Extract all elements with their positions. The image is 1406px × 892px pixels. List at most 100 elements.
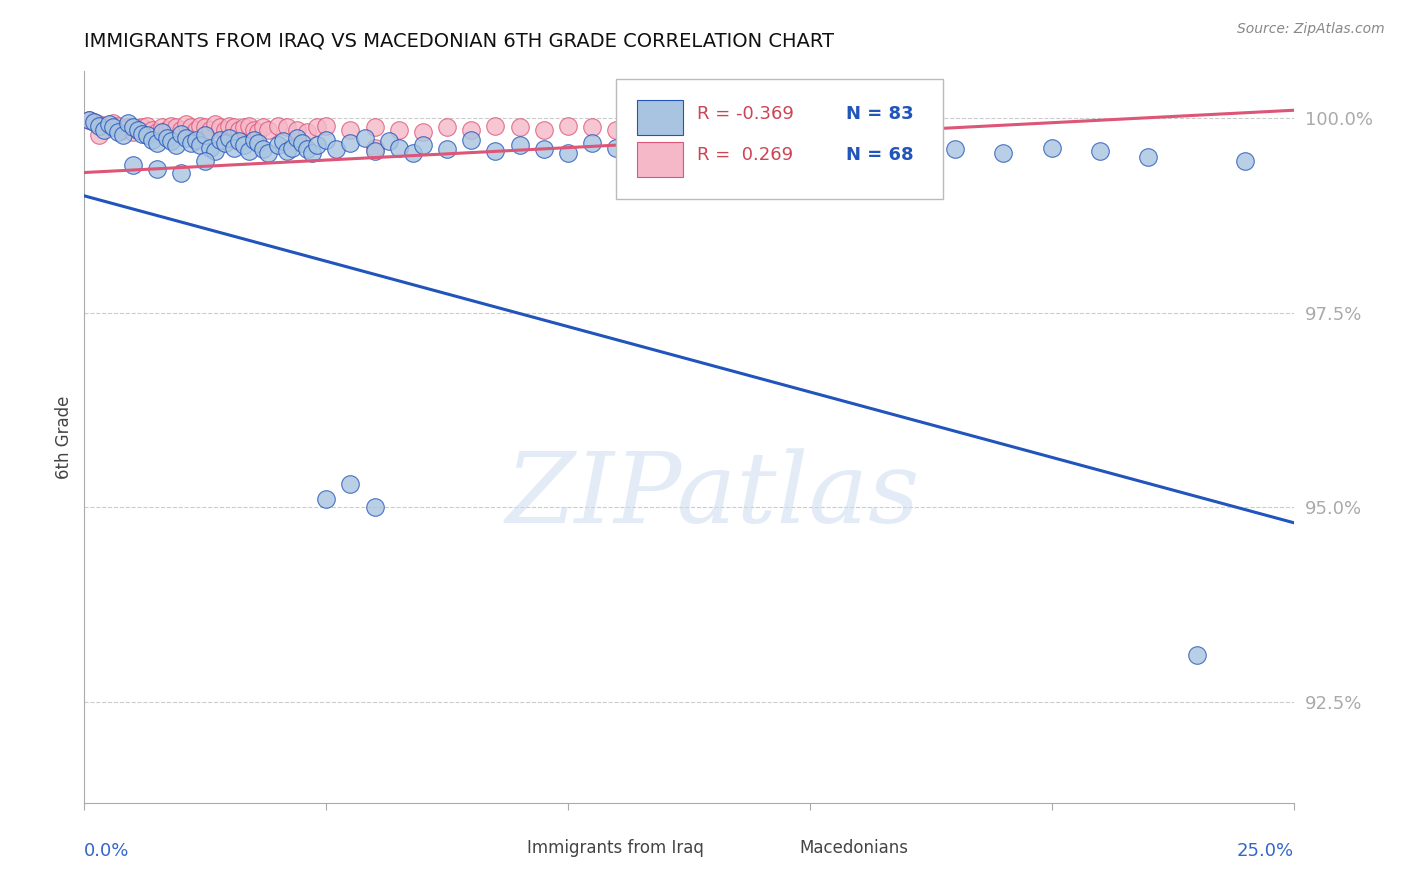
Point xyxy=(1088,144,1111,158)
Point xyxy=(190,138,212,153)
Point xyxy=(97,117,120,131)
Point xyxy=(436,120,458,135)
Point xyxy=(276,144,298,158)
Point xyxy=(107,119,129,133)
Point xyxy=(121,120,143,135)
Point xyxy=(170,165,193,179)
FancyBboxPatch shape xyxy=(755,838,792,859)
Point xyxy=(87,117,110,131)
Point xyxy=(87,119,110,133)
Point xyxy=(194,153,217,168)
Point xyxy=(896,136,918,150)
Point xyxy=(1234,153,1257,168)
Point xyxy=(285,130,308,145)
Point xyxy=(276,120,298,135)
Point xyxy=(136,128,159,143)
Point xyxy=(224,120,246,135)
Point xyxy=(224,140,246,154)
Point xyxy=(198,140,221,154)
Point xyxy=(533,142,555,156)
Point xyxy=(402,146,425,161)
Point xyxy=(131,120,153,135)
Point xyxy=(214,136,236,150)
Point xyxy=(295,142,318,156)
Point xyxy=(557,119,579,133)
Point xyxy=(131,127,153,141)
Point xyxy=(460,133,482,147)
Point xyxy=(1040,140,1063,154)
Point xyxy=(180,136,202,150)
Point xyxy=(242,122,264,136)
Point xyxy=(363,144,385,158)
Text: 0.0%: 0.0% xyxy=(84,842,129,860)
Point xyxy=(581,136,603,150)
Point xyxy=(127,122,149,136)
Point xyxy=(127,122,149,136)
Point xyxy=(247,136,270,150)
Point xyxy=(97,120,120,135)
Point xyxy=(121,158,143,172)
Point xyxy=(174,117,197,131)
Point xyxy=(291,136,314,150)
Point xyxy=(180,120,202,135)
Point xyxy=(354,130,377,145)
Point xyxy=(141,133,163,147)
Text: ZIPatlas: ZIPatlas xyxy=(506,448,921,543)
Point xyxy=(170,122,193,136)
Point xyxy=(630,119,652,133)
Point xyxy=(363,120,385,135)
Point xyxy=(107,125,129,139)
Point xyxy=(190,119,212,133)
Point xyxy=(285,122,308,136)
Point xyxy=(363,500,385,515)
Point xyxy=(678,122,700,136)
Point xyxy=(83,115,105,129)
Point xyxy=(1137,150,1160,164)
Point xyxy=(233,120,256,135)
Point xyxy=(305,120,328,135)
Point xyxy=(174,130,197,145)
Point xyxy=(252,142,274,156)
Point xyxy=(238,144,260,158)
Point xyxy=(257,146,280,161)
Text: Macedonians: Macedonians xyxy=(799,839,908,857)
Point xyxy=(509,120,531,135)
Point xyxy=(184,122,207,136)
Point xyxy=(799,142,821,156)
Point xyxy=(136,119,159,133)
Point xyxy=(83,115,105,129)
Point xyxy=(165,138,187,153)
Point xyxy=(218,119,240,133)
Point xyxy=(155,130,177,145)
Point xyxy=(146,161,169,176)
Point xyxy=(315,119,337,133)
Point xyxy=(363,140,385,154)
Point xyxy=(295,125,318,139)
Point xyxy=(581,120,603,135)
Point xyxy=(412,125,434,139)
Point xyxy=(702,144,724,158)
Point xyxy=(198,122,221,136)
FancyBboxPatch shape xyxy=(484,838,520,859)
Point xyxy=(993,146,1015,161)
Point xyxy=(252,120,274,135)
Point xyxy=(160,119,183,133)
Point xyxy=(117,116,139,130)
Point xyxy=(339,476,361,491)
Text: 25.0%: 25.0% xyxy=(1236,842,1294,860)
Point xyxy=(112,122,135,136)
Point xyxy=(557,146,579,161)
Point xyxy=(204,117,226,131)
Text: N = 83: N = 83 xyxy=(846,104,914,123)
Point xyxy=(233,138,256,153)
Point xyxy=(208,120,231,135)
Point xyxy=(751,138,773,153)
Point xyxy=(484,119,506,133)
Point xyxy=(146,125,169,139)
Point xyxy=(146,136,169,150)
Point xyxy=(150,120,173,135)
Point xyxy=(77,112,100,127)
FancyBboxPatch shape xyxy=(637,100,683,135)
Point xyxy=(896,159,918,173)
Point xyxy=(281,140,304,154)
